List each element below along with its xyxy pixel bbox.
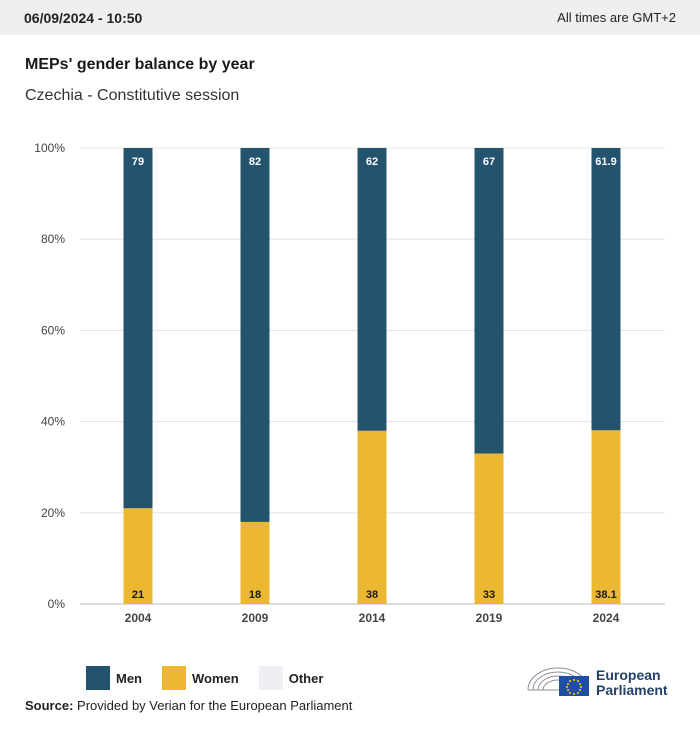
header-bar: 06/09/2024 - 10:50 All times are GMT+2	[0, 0, 700, 35]
bar-men-2019	[474, 148, 504, 454]
timezone-note: All times are GMT+2	[557, 10, 676, 25]
stacked-bar-chart: 0% 20% 40% 60% 80% 100% 79 21 2004 82 18 2009 62 38 20…	[34, 141, 665, 625]
chart-title: MEPs' gender balance by year	[25, 56, 255, 73]
legend-label-men: Men	[116, 670, 142, 686]
bar-men-2014	[357, 148, 387, 431]
source-note: Source: Provided by Verian for the Europ…	[25, 698, 352, 713]
legend: Men Women Other	[86, 666, 343, 690]
bar-men-2004	[123, 148, 153, 509]
x-tick-label: 2014	[359, 611, 386, 625]
data-label-men-2024: 61.9	[595, 156, 616, 168]
logo-line-2: Parliament	[596, 682, 668, 698]
bar-women-2009	[240, 521, 270, 604]
data-label-women-2024: 38.1	[595, 589, 616, 601]
legend-swatch-men	[86, 666, 110, 690]
data-label-women-2004: 21	[132, 589, 144, 601]
x-tick-label: 2009	[242, 611, 269, 625]
legend-item-men[interactable]: Men	[86, 666, 142, 690]
y-tick-label: 20%	[41, 506, 65, 520]
y-tick-label: 100%	[34, 141, 65, 155]
legend-swatch-women	[162, 666, 186, 690]
legend-item-women[interactable]: Women	[162, 666, 239, 690]
legend-swatch-other	[258, 666, 283, 690]
y-tick-label: 0%	[48, 597, 66, 611]
bar-women-2004	[123, 508, 153, 604]
data-label-men-2004: 79	[132, 156, 144, 168]
y-tick-label: 60%	[41, 323, 65, 337]
legend-item-other[interactable]: Other	[258, 666, 324, 690]
data-label-men-2014: 62	[366, 156, 378, 168]
eu-flag-icon	[559, 676, 589, 696]
x-tick-label: 2024	[593, 611, 620, 625]
x-tick-label: 2004	[125, 611, 152, 625]
european-parliament-logo	[527, 667, 589, 696]
source-text: Provided by Verian for the European Parl…	[73, 698, 353, 713]
header-datetime: 06/09/2024 - 10:50	[24, 9, 143, 26]
bar-men-2009	[240, 148, 270, 522]
source-label: Source:	[25, 698, 74, 713]
logo-wordmark: European Parliament	[596, 668, 668, 698]
data-label-women-2014: 38	[366, 589, 378, 601]
x-tick-label: 2019	[476, 611, 503, 625]
y-tick-label: 40%	[41, 415, 65, 429]
y-tick-label: 80%	[41, 232, 65, 246]
bar-women-2024	[591, 430, 621, 604]
data-label-women-2009: 18	[249, 589, 261, 601]
bar-women-2014	[357, 430, 387, 604]
legend-label-other: Other	[288, 670, 324, 686]
bar-men-2024	[591, 148, 621, 431]
data-label-men-2019: 67	[483, 156, 495, 168]
legend-label-women: Women	[192, 670, 239, 686]
data-label-men-2009: 82	[249, 156, 261, 168]
bar-women-2019	[474, 453, 504, 604]
data-label-women-2019: 33	[483, 589, 495, 601]
chart-subtitle: Czechia - Constitutive session	[25, 87, 240, 104]
logo-line-1: European	[596, 667, 661, 683]
